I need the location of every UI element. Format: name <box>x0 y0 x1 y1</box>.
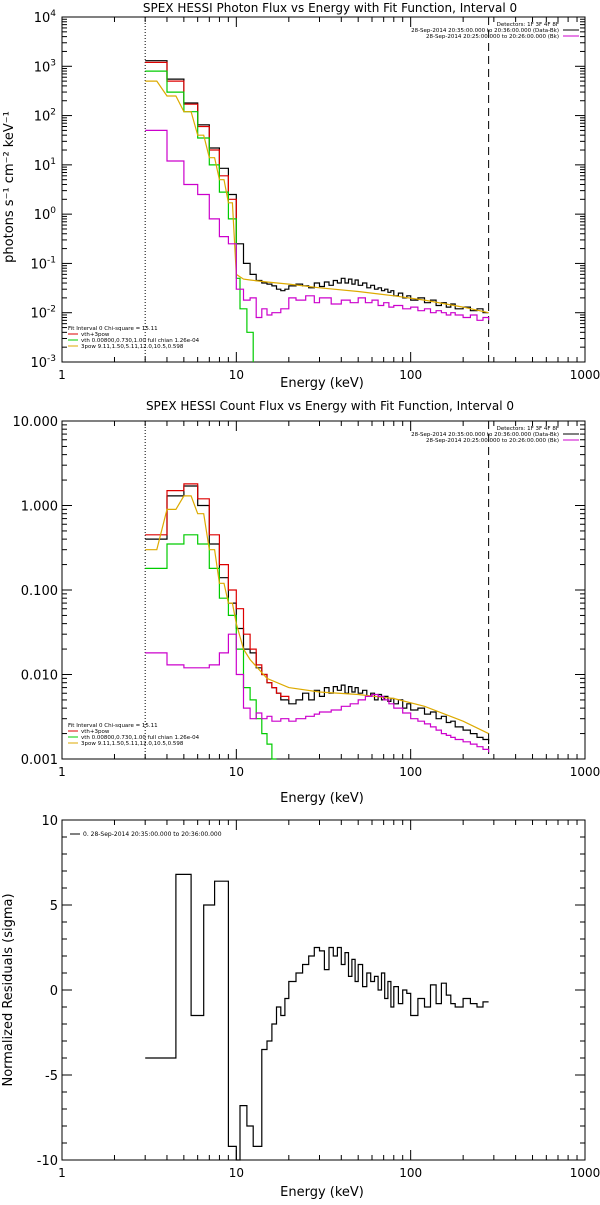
series-line <box>145 71 253 362</box>
y-tick-label: 102 <box>34 108 56 125</box>
x-tick-label: 10 <box>229 368 244 382</box>
series-line <box>145 486 488 744</box>
x-tick-label: 1 <box>58 765 66 779</box>
y-tick-label: 5 <box>50 899 58 914</box>
series-line <box>145 496 488 734</box>
x-axis-label: Energy (keV) <box>280 1185 364 1200</box>
legend: 0. 28-Sep-2014 20:35:00.000 to 20:36:00.… <box>70 831 222 838</box>
x-axis-label: Energy (keV) <box>280 791 364 806</box>
legend-label: 28-Sep-2014 20:25:00.000 to 20:26:00.000… <box>426 34 559 40</box>
y-tick-label: -5 <box>45 1069 58 1084</box>
y-tick-label: 10 <box>41 814 58 829</box>
x-tick-label: 100 <box>399 765 422 779</box>
legend-label: 3pow 9.11,1.50,5.11,12.0,10.5,0.598 <box>81 741 184 747</box>
x-tick-label: 1000 <box>570 368 600 382</box>
y-tick-label: 1.000 <box>21 500 58 515</box>
y-tick-label: 101 <box>34 157 56 174</box>
legend-label: 28-Sep-2014 20:25:00.000 to 20:26:00.000… <box>426 438 559 444</box>
x-tick-label: 1 <box>58 1166 66 1180</box>
y-tick-label: 0.010 <box>21 669 58 684</box>
chart-title: SPEX HESSI Photon Flux vs Energy with Fi… <box>143 1 517 15</box>
y-tick-label: 104 <box>34 9 57 26</box>
x-tick-label: 100 <box>399 368 422 382</box>
x-tick-label: 1000 <box>570 765 600 779</box>
x-tick-label: 10 <box>229 1166 244 1180</box>
axes <box>62 17 585 362</box>
residuals-panel: Energy (keV) Normalized Residuals (sigma… <box>1 814 600 1200</box>
series-layer <box>145 484 488 759</box>
x-tick-label: 1 <box>58 368 66 382</box>
y-tick-label: 10-2 <box>30 305 56 322</box>
plot-frame <box>62 421 585 759</box>
x-axis-label: Energy (keV) <box>280 376 364 391</box>
photon-flux-panel: SPEX HESSI Photon Flux vs Energy with Fi… <box>2 1 600 391</box>
y-tick-label: 0.100 <box>21 584 58 599</box>
x-tick-label: 10 <box>229 765 244 779</box>
axes <box>62 421 585 759</box>
y-tick-label: 0.001 <box>21 753 58 768</box>
series-line <box>145 81 488 313</box>
axes <box>62 820 585 1160</box>
series-line <box>145 484 289 700</box>
plot-frame <box>62 17 585 362</box>
y-axis-label: photons s⁻¹ cm⁻² keV⁻¹ <box>2 111 17 263</box>
series-line <box>145 61 488 313</box>
count-flux-panel: SPEX HESSI Count Flux vs Energy with Fit… <box>13 399 600 806</box>
series-line <box>145 130 488 320</box>
y-axis-label: Normalized Residuals (sigma) <box>1 893 16 1086</box>
series-line <box>145 62 236 240</box>
y-tick-label: 100 <box>34 206 57 223</box>
x-tick-label: 1000 <box>570 1166 600 1180</box>
y-tick-label: 10.000 <box>13 415 59 430</box>
legend-label: 0. 28-Sep-2014 20:35:00.000 to 20:36:00.… <box>83 831 222 838</box>
series-line <box>145 874 488 1160</box>
series-layer <box>145 61 488 362</box>
y-tick-label: 10-3 <box>30 354 56 371</box>
series-line <box>145 535 276 759</box>
y-tick-label: 0 <box>50 984 58 999</box>
tick-labels: 1 10 100 1000 -10 -5 0 5 10 <box>37 814 600 1180</box>
series-layer <box>145 874 488 1160</box>
y-tick-label: 103 <box>34 58 56 75</box>
legend-label: 3pow 9.11,1.50,5.11,12.0,10.5,0.598 <box>81 344 184 350</box>
chart-title: SPEX HESSI Count Flux vs Energy with Fit… <box>146 399 514 413</box>
y-tick-label: 10-1 <box>30 255 56 272</box>
y-tick-label: -10 <box>37 1154 58 1169</box>
x-tick-label: 100 <box>399 1166 422 1180</box>
plot-frame <box>62 820 585 1160</box>
